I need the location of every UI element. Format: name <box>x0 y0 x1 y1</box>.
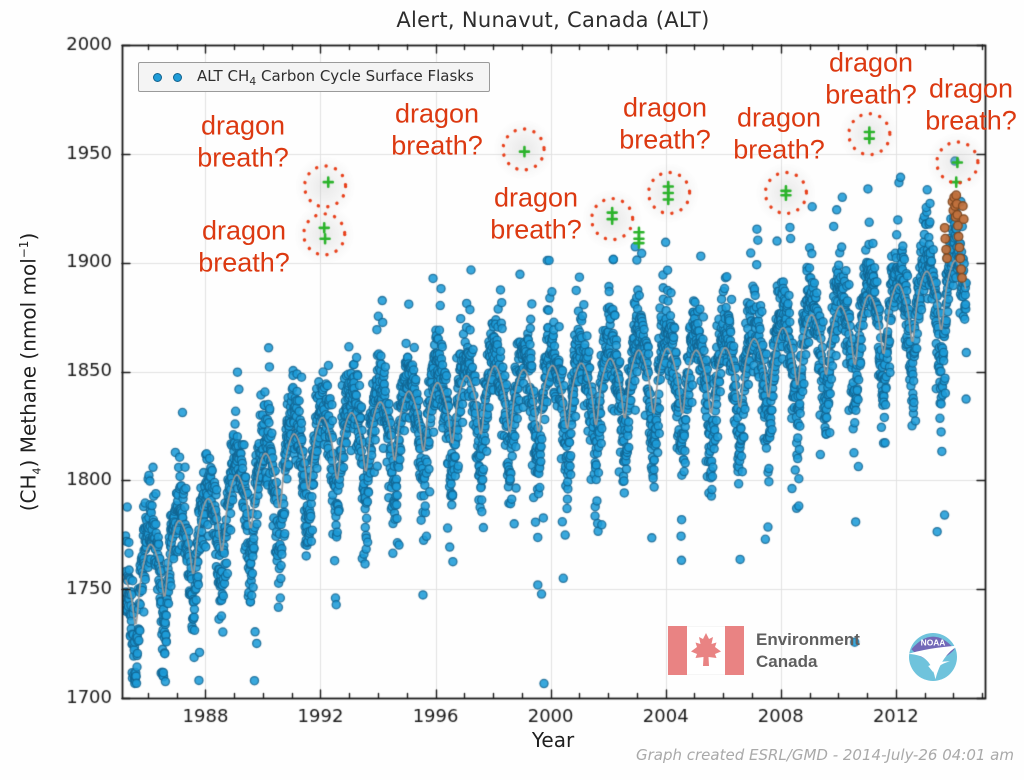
methane-chart-page: { "title": "Alert, Nunavut, Canada (ALT)… <box>0 0 1024 780</box>
methane-scatter-chart <box>0 0 1024 780</box>
